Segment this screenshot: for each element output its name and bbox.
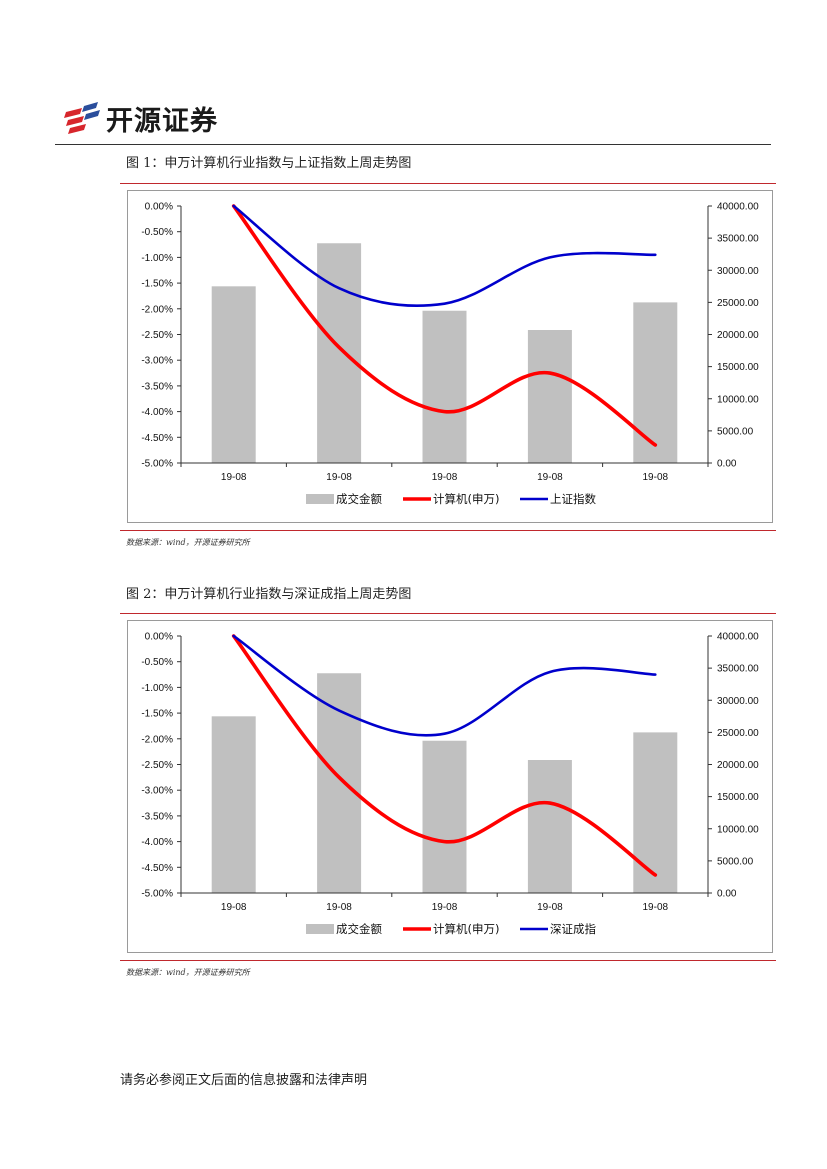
x-tick-label: 19-08 [326,472,352,483]
left-tick-label: -2.00% [141,304,173,315]
legend-swatch-bar [306,924,334,934]
bar-2 [422,740,467,893]
figure-2-bottom-rule [120,960,776,961]
x-tick-label: 19-08 [221,472,247,483]
right-tick-label: 15000.00 [717,362,759,373]
right-tick-label: 20000.00 [717,760,759,771]
bar-2 [422,310,467,463]
left-tick-label: -3.00% [141,356,173,367]
x-tick-label: 19-08 [221,902,247,913]
legend-label: 计算机(申万) [433,922,499,936]
bar-4 [633,302,678,463]
brand-logo: 开源证券 [62,100,218,137]
left-tick-label: -2.50% [141,330,173,341]
left-tick-label: -1.50% [141,279,173,290]
left-tick-label: -2.00% [141,734,173,745]
right-tick-label: 20000.00 [717,330,759,341]
bar-0 [211,286,256,463]
left-tick-label: 0.00% [145,632,173,643]
legend-label: 成交金额 [336,922,382,936]
left-tick-label: -0.50% [141,657,173,668]
figure-1-title: 图 1：申万计算机行业指数与上证指数上周走势图 [126,156,412,171]
x-tick-label: 19-08 [537,902,563,913]
right-tick-label: 5000.00 [717,426,754,437]
series-line-1 [232,204,657,308]
right-tick-label: 5000.00 [717,856,754,867]
disclaimer-note: 请务必参阅正文后面的信息披露和法律声明 [120,1073,368,1088]
figure-2-chart: 0.00% -0.50% -1.00% -1.50% -2.00% -2.50% -3.00… [127,620,773,953]
series-line-1 [232,634,657,737]
right-tick-label: 10000.00 [717,394,759,405]
right-tick-label: 25000.00 [717,728,759,739]
left-tick-label: -3.50% [141,811,173,822]
right-tick-label: 0.00 [717,459,737,470]
figure-2-top-rule [120,613,776,614]
legend-label: 成交金额 [336,492,382,506]
right-tick-label: 15000.00 [717,792,759,803]
bar-3 [527,330,572,463]
left-tick-label: 0.00% [145,202,173,213]
bar-1 [317,673,362,893]
bar-0 [211,716,256,893]
x-tick-label: 19-08 [643,902,669,913]
figure-2-title: 图 2：申万计算机行业指数与深证成指上周走势图 [126,587,412,602]
figure-1-source: 数据来源：wind，开源证券研究所 [126,538,250,547]
right-tick-label: 10000.00 [717,824,759,835]
series-line-0 [231,204,658,447]
figure-1-top-rule [120,183,776,184]
bar-3 [527,760,572,893]
left-tick-label: -0.50% [141,227,173,238]
brand-logo-icon [64,102,100,134]
x-tick-label: 19-08 [643,472,669,483]
right-tick-label: 30000.00 [717,266,759,277]
figure-2-chart-svg: 0.00% -0.50% -1.00% -1.50% -2.00% -2.50% -3.00… [141,632,759,937]
right-tick-label: 30000.00 [717,696,759,707]
left-tick-label: -4.50% [141,863,173,874]
right-tick-label: 25000.00 [717,298,759,309]
figure-1-chart-svg: 0.00% -0.50% -1.00% -1.50% -2.00% -2.50% -3.00… [141,202,759,507]
right-tick-label: 40000.00 [717,632,759,643]
figure-1-chart: 0.00% -0.50% -1.00% -1.50% -2.00% -2.50% -3.00… [127,190,773,523]
legend-label: 计算机(申万) [433,492,499,506]
legend-swatch-bar [306,494,334,504]
left-tick-label: -4.00% [141,407,173,418]
figure-1-bottom-rule [120,530,776,531]
left-tick-label: -1.00% [141,683,173,694]
right-tick-label: 35000.00 [717,234,759,245]
left-tick-label: -4.00% [141,837,173,848]
x-tick-label: 19-08 [432,902,458,913]
left-tick-label: -3.00% [141,786,173,797]
left-tick-label: -5.00% [141,459,173,470]
left-tick-label: -3.50% [141,381,173,392]
left-tick-label: -1.00% [141,253,173,264]
brand-name: 开源证券 [106,105,218,137]
x-tick-label: 19-08 [326,902,352,913]
bar-1 [317,243,362,463]
bar-4 [633,732,678,893]
x-tick-label: 19-08 [537,472,563,483]
left-tick-label: -4.50% [141,433,173,444]
right-tick-label: 40000.00 [717,202,759,213]
series-line-0 [231,634,658,877]
x-tick-label: 19-08 [432,472,458,483]
left-tick-label: -5.00% [141,889,173,900]
figure-2-source: 数据来源：wind，开源证券研究所 [126,968,250,977]
right-tick-label: 0.00 [717,889,737,900]
legend-label: 深证成指 [550,922,596,936]
right-tick-label: 35000.00 [717,664,759,675]
legend-label: 上证指数 [550,492,596,506]
left-tick-label: -2.50% [141,760,173,771]
left-tick-label: -1.50% [141,709,173,720]
header-divider [55,144,771,145]
